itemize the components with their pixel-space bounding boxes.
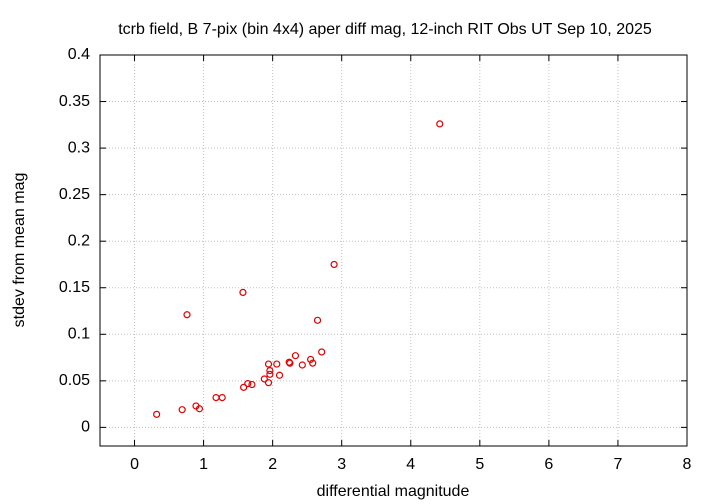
point <box>298 361 306 369</box>
point <box>212 393 220 402</box>
point <box>313 316 322 324</box>
point <box>266 366 274 375</box>
point <box>273 360 281 368</box>
point <box>195 405 204 413</box>
point <box>275 371 284 379</box>
y-tick-label: 0.4 <box>68 46 90 63</box>
y-tick-label: 0 <box>81 419 90 436</box>
point <box>218 393 226 402</box>
point <box>183 311 191 319</box>
y-tick-label: 0.3 <box>68 139 90 156</box>
point <box>178 406 186 414</box>
point <box>307 355 315 364</box>
x-tick-label: 5 <box>475 456 484 473</box>
x-tick-label: 3 <box>337 456 346 473</box>
y-tick-label: 0.25 <box>59 186 90 203</box>
point <box>244 380 252 388</box>
point <box>239 288 247 296</box>
point <box>264 379 273 387</box>
point <box>248 380 256 389</box>
x-tick-label: 7 <box>613 456 622 473</box>
y-tick-label: 0.2 <box>68 232 90 249</box>
plot-frame <box>99 54 688 447</box>
x-tick-label: 6 <box>544 456 553 473</box>
point <box>240 383 248 391</box>
y-tick-label: 0.1 <box>68 326 90 343</box>
point <box>153 410 161 418</box>
y-tick-label: 0.35 <box>59 93 90 110</box>
point <box>330 260 338 269</box>
point <box>260 375 268 383</box>
point <box>286 359 294 367</box>
x-tick-label: 4 <box>406 456 415 473</box>
y-tick-label: 0.05 <box>59 372 90 389</box>
point <box>318 348 326 356</box>
point <box>309 359 317 367</box>
x-tick-label: 1 <box>199 456 208 473</box>
x-axis-label: differential magnitude <box>317 483 470 500</box>
point <box>436 120 444 128</box>
y-axis-label: stdev from mean mag <box>11 173 28 328</box>
point <box>264 360 273 368</box>
x-tick-label: 2 <box>268 456 277 473</box>
y-tick-label: 0.15 <box>59 279 90 296</box>
point <box>291 352 300 360</box>
point <box>266 370 274 378</box>
x-tick-label: 8 <box>683 456 692 473</box>
chart-title: tcrb field, B 7-pix (bin 4x4) aper diff … <box>118 21 652 38</box>
x-tick-label: 0 <box>130 456 139 473</box>
